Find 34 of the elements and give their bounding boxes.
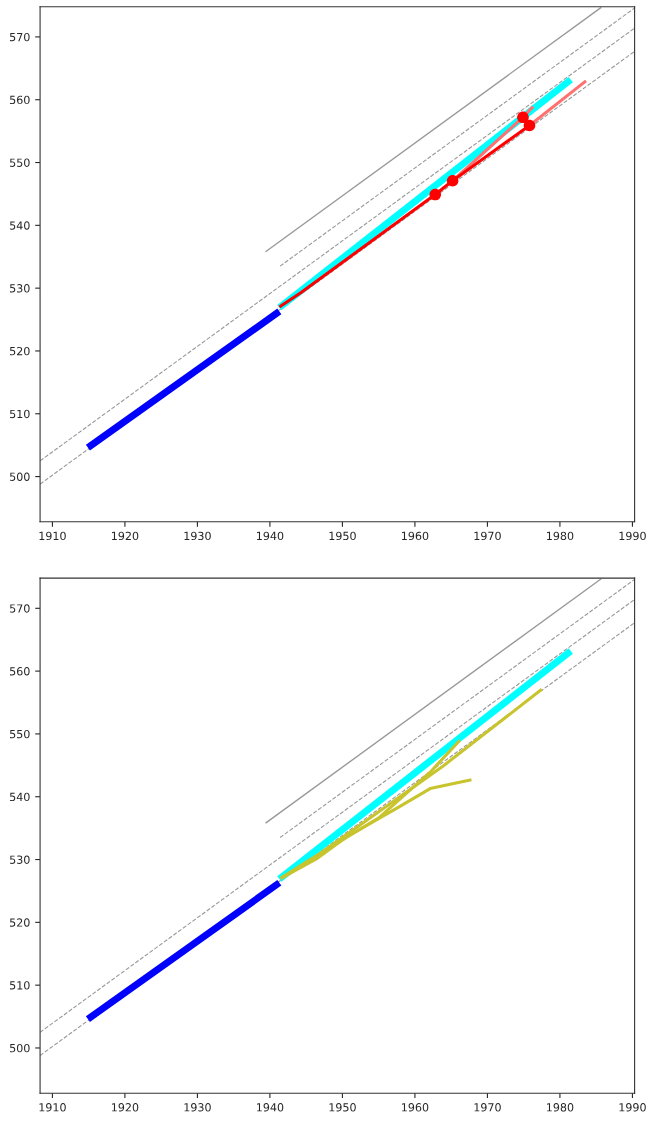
x-tick-label: 1940 [256,531,284,541]
x-tick-label: 1910 [39,1103,66,1112]
x-tick-label: 1920 [111,1103,139,1112]
y-tick-label: 500 [10,1043,30,1053]
y-tick-label: 560 [10,667,30,676]
y-tick-label: 530 [10,855,30,864]
y-tick-label: 540 [10,221,30,230]
x-tick-label: 1950 [329,531,356,541]
x-tick-label: 1910 [39,531,66,541]
x-tick-label: 1960 [402,531,429,541]
x-tick-label: 1980 [547,1103,574,1112]
y-tick-label: 500 [10,472,30,481]
x-tick-label: 1930 [184,1103,211,1112]
y-tick-label: 560 [10,95,30,105]
y-tick-label: 570 [10,604,30,613]
y-tick-label: 530 [10,284,30,293]
x-tick-label: 1930 [184,531,211,541]
y-tick-label: 510 [10,409,30,419]
y-tick-label: 570 [10,32,30,42]
y-tick-label: 520 [10,918,30,927]
y-tick-label: 540 [10,792,30,802]
x-tick-label: 1950 [329,1103,356,1112]
x-tick-label: 1990 [619,1103,646,1112]
y-tick-label: 510 [10,981,30,990]
x-tick-label: 1920 [111,531,139,541]
y-tick-label: 550 [10,729,30,739]
x-tick-label: 1940 [256,1103,284,1112]
x-tick-label: 1970 [474,1103,501,1112]
y-tick-label: 550 [10,158,30,167]
y-tick-label: 520 [10,346,30,356]
x-tick-label: 1960 [402,1103,429,1112]
x-tick-label: 1970 [474,531,501,541]
x-tick-label: 1990 [619,531,646,541]
x-tick-label: 1980 [547,531,574,541]
